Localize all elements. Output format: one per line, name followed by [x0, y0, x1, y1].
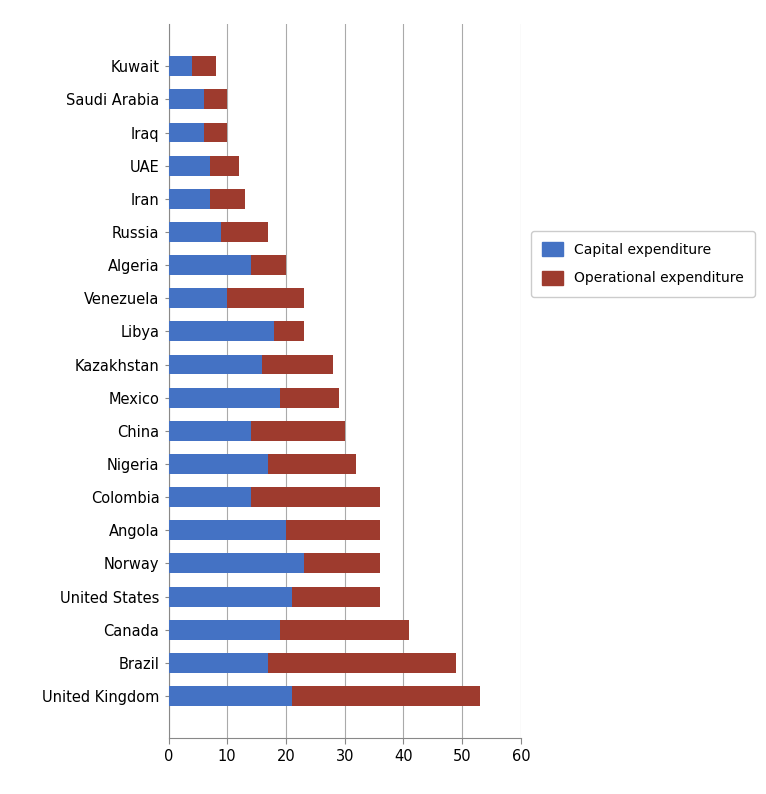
Bar: [169, 620, 280, 640]
Bar: [250, 488, 380, 507]
Bar: [169, 421, 250, 441]
Bar: [210, 156, 239, 175]
Bar: [228, 288, 303, 308]
Bar: [169, 156, 210, 175]
Bar: [268, 653, 457, 673]
Bar: [169, 553, 303, 573]
Bar: [280, 387, 339, 407]
Bar: [204, 90, 228, 110]
Bar: [169, 288, 228, 308]
Bar: [169, 122, 204, 142]
Bar: [169, 488, 250, 507]
Bar: [169, 90, 204, 110]
Bar: [250, 255, 286, 275]
Bar: [263, 355, 333, 375]
Bar: [210, 189, 245, 209]
Bar: [280, 620, 409, 640]
Bar: [192, 56, 215, 76]
Bar: [169, 255, 250, 275]
Bar: [169, 355, 263, 375]
Bar: [169, 454, 268, 474]
Bar: [292, 686, 480, 706]
Bar: [303, 553, 380, 573]
Legend: Capital expenditure, Operational expenditure: Capital expenditure, Operational expendi…: [532, 231, 755, 297]
Bar: [169, 189, 210, 209]
Bar: [169, 520, 286, 540]
Bar: [274, 322, 303, 341]
Bar: [169, 587, 292, 607]
Bar: [169, 56, 192, 76]
Bar: [169, 686, 292, 706]
Bar: [169, 222, 221, 242]
Bar: [292, 587, 380, 607]
Bar: [250, 421, 345, 441]
Bar: [268, 454, 356, 474]
Bar: [169, 653, 268, 673]
Bar: [169, 387, 280, 407]
Bar: [204, 122, 228, 142]
Bar: [221, 222, 268, 242]
Bar: [286, 520, 380, 540]
Bar: [169, 322, 274, 341]
